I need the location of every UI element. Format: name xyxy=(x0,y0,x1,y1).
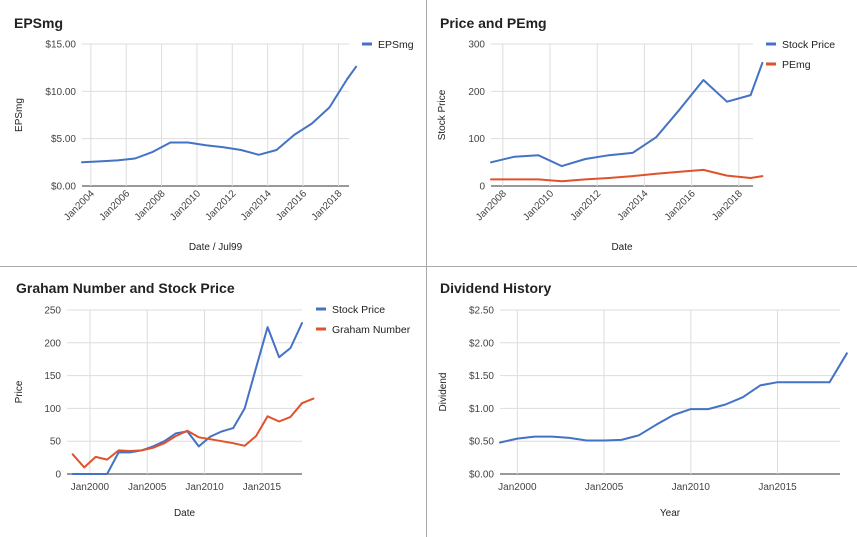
y-tick-label: $2.50 xyxy=(469,306,494,317)
chart-title: Dividend History xyxy=(440,280,551,296)
horizontal-divider xyxy=(0,266,857,267)
x-tick-label: Jan2000 xyxy=(71,482,110,493)
chart-panel-price-and-pemg: Price and PEmg 0 100 200 300 Jan2008 Jan2010 Ja… xyxy=(428,0,857,266)
chart-panel-dividend-history: Dividend History $0.00 $0.50 $1.00 $1.50 $2.0… xyxy=(428,268,857,537)
x-tick-label: Jan2004 xyxy=(62,188,97,223)
legend-swatch xyxy=(316,307,326,311)
x-tick-label: Jan2010 xyxy=(185,482,224,493)
legend-swatch xyxy=(766,42,776,46)
series-line-stock-price xyxy=(490,79,752,168)
chart-title: Price and PEmg xyxy=(440,15,547,31)
x-tick-label: Jan2010 xyxy=(168,188,203,223)
x-tick-label: Jan2005 xyxy=(585,482,624,493)
x-tick-label: Jan2015 xyxy=(758,482,797,493)
x-tick-label: Jan2008 xyxy=(474,188,509,223)
x-tick-label: Jan2006 xyxy=(97,188,132,223)
series-line-stock-price xyxy=(71,322,303,475)
y-tick-label: $0.00 xyxy=(51,182,76,193)
x-tick-label: Jan2012 xyxy=(204,188,239,223)
series-line-graham-number xyxy=(71,402,303,469)
legend-label: EPSmg xyxy=(378,39,414,51)
series-line-segment-2 xyxy=(301,397,315,405)
y-axis-title: Dividend xyxy=(438,373,449,412)
x-tick-label: Jan2012 xyxy=(568,188,603,223)
x-tick-label: Jan2018 xyxy=(310,188,345,223)
x-tick-label: Jan2005 xyxy=(128,482,167,493)
y-tick-label: $2.00 xyxy=(469,338,494,349)
x-tick-label: Jan2008 xyxy=(133,188,168,223)
series-line-segment-1 xyxy=(346,65,358,80)
chart-panel-epsmg: EPSmg $0.00 $5.00 $10.00 $15.00 Jan2004 Jan200… xyxy=(0,0,426,266)
y-tick-label: $15.00 xyxy=(45,40,76,51)
x-tick-label: Jan2015 xyxy=(243,482,282,493)
chart-title: EPSmg xyxy=(14,15,63,31)
y-axis-title: Stock Price xyxy=(437,89,448,140)
y-tick-label: 200 xyxy=(44,338,61,349)
y-tick-label: $0.50 xyxy=(469,437,494,448)
y-tick-label: 0 xyxy=(55,470,61,481)
y-tick-label: 150 xyxy=(44,371,61,382)
series-line-segment-0 xyxy=(499,352,848,444)
chart-svg: Graham Number and Stock Price 0 50 100 150 20… xyxy=(14,280,411,519)
series-line-epsmg xyxy=(81,78,349,164)
y-tick-label: 300 xyxy=(468,40,485,51)
series-line-segment-2 xyxy=(749,61,764,97)
y-axis-title: EPSmg xyxy=(14,98,25,132)
x-tick-label: Jan2014 xyxy=(616,188,651,223)
x-axis-title: Date / Jul99 xyxy=(189,242,243,253)
y-tick-label: $5.00 xyxy=(51,134,76,145)
legend-label: Graham Number xyxy=(332,324,411,336)
y-tick-label: $0.00 xyxy=(469,470,494,481)
x-tick-label: Jan2010 xyxy=(521,188,556,223)
x-tick-label: Jan2018 xyxy=(710,188,745,223)
x-axis-title: Date xyxy=(174,508,196,519)
legend-swatch xyxy=(362,42,372,46)
y-tick-label: 250 xyxy=(44,306,61,317)
x-tick-label: Jan2016 xyxy=(663,188,698,223)
y-tick-label: 100 xyxy=(468,134,485,145)
x-tick-label: Jan2010 xyxy=(672,482,711,493)
series-line-segment-3 xyxy=(749,175,764,179)
y-tick-label: 0 xyxy=(479,182,485,193)
y-tick-label: $1.50 xyxy=(469,371,494,382)
y-tick-label: 200 xyxy=(468,87,485,98)
y-tick-label: $1.00 xyxy=(469,404,494,415)
x-tick-label: Jan2014 xyxy=(239,188,274,223)
x-axis-title: Year xyxy=(660,508,681,519)
legend-label: Stock Price xyxy=(782,39,835,51)
y-tick-label: 100 xyxy=(44,404,61,415)
x-axis-title: Date xyxy=(611,242,633,253)
legend-label: PEmg xyxy=(782,59,811,71)
chart-panel-graham-number: Graham Number and Stock Price 0 50 100 150 20… xyxy=(0,268,426,537)
vertical-divider xyxy=(426,0,427,537)
legend-swatch xyxy=(766,62,776,66)
x-tick-label: Jan2000 xyxy=(498,482,537,493)
chart-title: Graham Number and Stock Price xyxy=(16,280,235,296)
x-tick-label: Jan2016 xyxy=(274,188,309,223)
legend-swatch xyxy=(316,327,326,331)
y-tick-label: $10.00 xyxy=(45,87,76,98)
y-axis-title: Price xyxy=(14,380,25,403)
y-tick-label: 50 xyxy=(50,437,62,448)
legend-label: Stock Price xyxy=(332,304,385,316)
series-line-pemg xyxy=(490,168,752,183)
chart-svg: Dividend History $0.00 $0.50 $1.00 $1.50 $2.0… xyxy=(438,280,848,519)
chart-svg: Price and PEmg 0 100 200 300 Jan2008 Jan2010 Ja… xyxy=(437,15,835,253)
